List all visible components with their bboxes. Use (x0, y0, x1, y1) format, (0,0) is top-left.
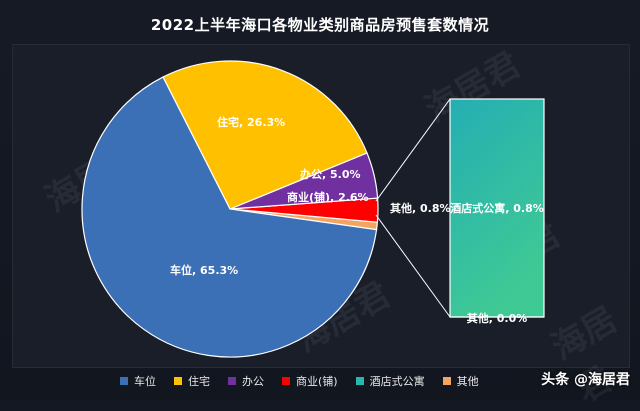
legend-swatch (228, 377, 236, 385)
slice-residential (162, 60, 368, 210)
legend-swatch (174, 377, 182, 385)
pie-of-bar-chart: 车位, 65.3% 住宅, 26.3% 办公, 5.0% 商业(铺), 2.6% 其他,… (81, 60, 545, 358)
legend: 车位 住宅 办公 商业(铺) 酒店式公寓 其他 (120, 372, 497, 390)
legend-label: 车位 (134, 375, 156, 388)
slice-parking (81, 76, 378, 358)
label-office: 办公, 5.0% (300, 167, 361, 181)
legend-swatch (120, 377, 128, 385)
legend-swatch (355, 377, 364, 385)
connector-line-top (375, 98, 451, 202)
legend-label: 其他 (456, 375, 479, 388)
credit-text: 头条 @海居君 (541, 372, 630, 388)
legend-item: 办公 (228, 373, 264, 389)
legend-swatch (282, 377, 290, 385)
legend-label: 办公 (242, 375, 264, 388)
legend-item: 商业(铺) (282, 373, 338, 389)
label-other: 其他, 0.8% (390, 201, 451, 215)
connector-line-bottom (375, 214, 451, 318)
legend-label: 酒店式公寓 (369, 375, 425, 388)
label-hotel-apartment: 酒店式公寓, 0.8% (450, 201, 544, 215)
legend-swatch (442, 377, 451, 385)
chart-title: 2022上半年海口各物业类别商品房预售套数情况 (150, 16, 490, 34)
legend-item: 其他 (442, 373, 479, 389)
label-bar-other: 其他, 0.0% (467, 311, 528, 325)
legend-item: 住宅 (174, 373, 210, 389)
legend-item: 车位 (120, 373, 156, 389)
legend-label: 住宅 (188, 375, 210, 388)
legend-label: 商业(铺) (296, 375, 338, 388)
label-commercial: 商业(铺), 2.6% (287, 190, 369, 204)
legend-item: 酒店式公寓 (355, 373, 425, 389)
label-residential: 住宅, 26.3% (217, 115, 285, 129)
label-parking: 车位, 65.3% (170, 263, 238, 277)
